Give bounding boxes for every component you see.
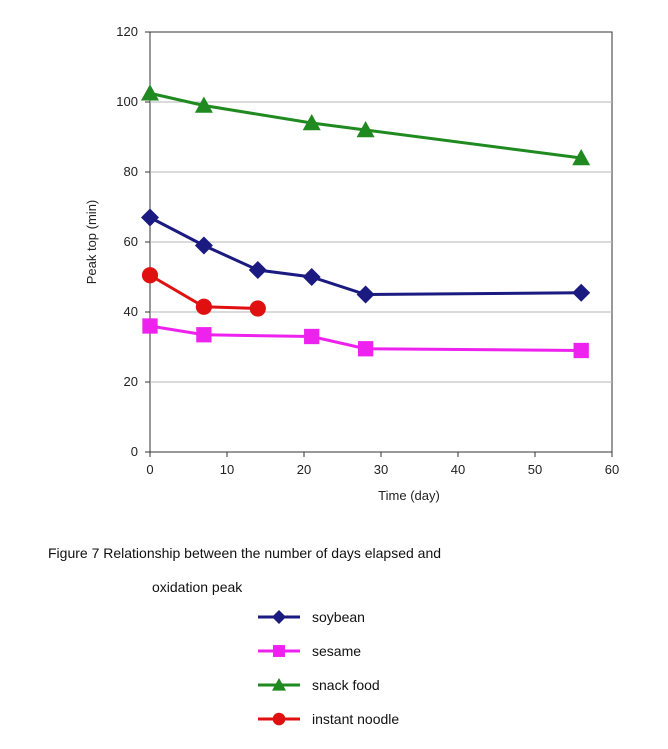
y-tick-label: 100 [116, 94, 138, 109]
legend-swatch [258, 712, 300, 726]
x-tick-label: 60 [605, 462, 619, 477]
data-point-square [304, 328, 320, 345]
data-point-triangle [572, 149, 591, 166]
data-point-diamond [356, 285, 375, 304]
data-point-triangle [272, 678, 286, 691]
series-soybean [141, 208, 591, 304]
data-point-square [196, 327, 212, 343]
y-axis-label: Peak top (min) [84, 200, 99, 285]
data-point-circle [249, 300, 266, 317]
data-point-circle [195, 298, 212, 315]
legend-label: sesame [312, 643, 362, 659]
data-point-circle [272, 712, 286, 726]
x-axis-ticks: 0 10 20 30 40 50 60 [146, 452, 619, 477]
legend-swatch [258, 610, 300, 624]
data-point-diamond [302, 268, 321, 286]
x-tick-label: 40 [451, 462, 465, 477]
legend-item: instant noodle [258, 702, 399, 736]
line-chart: 0 20 40 60 80 100 120 0 10 20 30 40 50 60 Peak top (… [84, 24, 619, 503]
y-tick-label: 80 [124, 164, 138, 179]
gridlines [150, 101, 612, 383]
data-point-square [142, 318, 158, 334]
data-point-triangle [194, 96, 213, 113]
data-point-diamond [272, 610, 286, 624]
plot-area: 0 20 40 60 80 100 120 0 10 20 30 40 50 60 [116, 24, 619, 477]
y-tick-label: 60 [124, 234, 138, 249]
y-tick-label: 20 [124, 374, 138, 389]
legend-item: sesame [258, 634, 399, 668]
figure-caption: Figure 7 Relationship between the number… [48, 536, 668, 604]
data-point-diamond [141, 208, 159, 227]
data-point-triangle [302, 114, 321, 131]
x-tick-label: 30 [374, 462, 388, 477]
y-tick-label: 120 [116, 24, 138, 39]
data-point-diamond [194, 236, 213, 255]
legend-item: snack food [258, 668, 399, 702]
data-point-triangle [141, 84, 159, 101]
series-group [141, 84, 591, 359]
x-tick-label: 10 [220, 462, 234, 477]
x-axis-label: Time (day) [378, 488, 440, 503]
data-point-square [273, 645, 285, 657]
data-point-triangle [356, 121, 375, 138]
chart-legend: soybean sesame snack food instant noodle [258, 600, 399, 736]
legend-label: instant noodle [312, 711, 400, 727]
data-point-diamond [248, 261, 267, 279]
series-line [149, 216, 582, 297]
legend-label: soybean [312, 609, 365, 625]
legend-swatch [258, 678, 300, 691]
data-point-diamond [572, 283, 591, 302]
legend-swatch [258, 645, 300, 657]
data-point-circle [141, 267, 159, 284]
legend-label: snack food [312, 677, 380, 693]
x-tick-label: 50 [528, 462, 542, 477]
y-tick-label: 0 [131, 444, 138, 459]
x-tick-label: 20 [297, 462, 311, 477]
caption-line-2: oxidation peak [152, 579, 243, 595]
x-tick-label: 0 [146, 462, 153, 477]
series-snack-food [141, 84, 591, 166]
y-axis-ticks: 0 20 40 60 80 100 120 [116, 24, 150, 459]
caption-line-1: Figure 7 Relationship between the number… [48, 545, 442, 561]
y-tick-label: 40 [124, 304, 138, 319]
data-point-square [573, 342, 589, 359]
series-instant-noodle [141, 267, 266, 317]
legend-item: soybean [258, 600, 399, 634]
series-sesame [142, 318, 589, 359]
data-point-square [357, 341, 374, 357]
